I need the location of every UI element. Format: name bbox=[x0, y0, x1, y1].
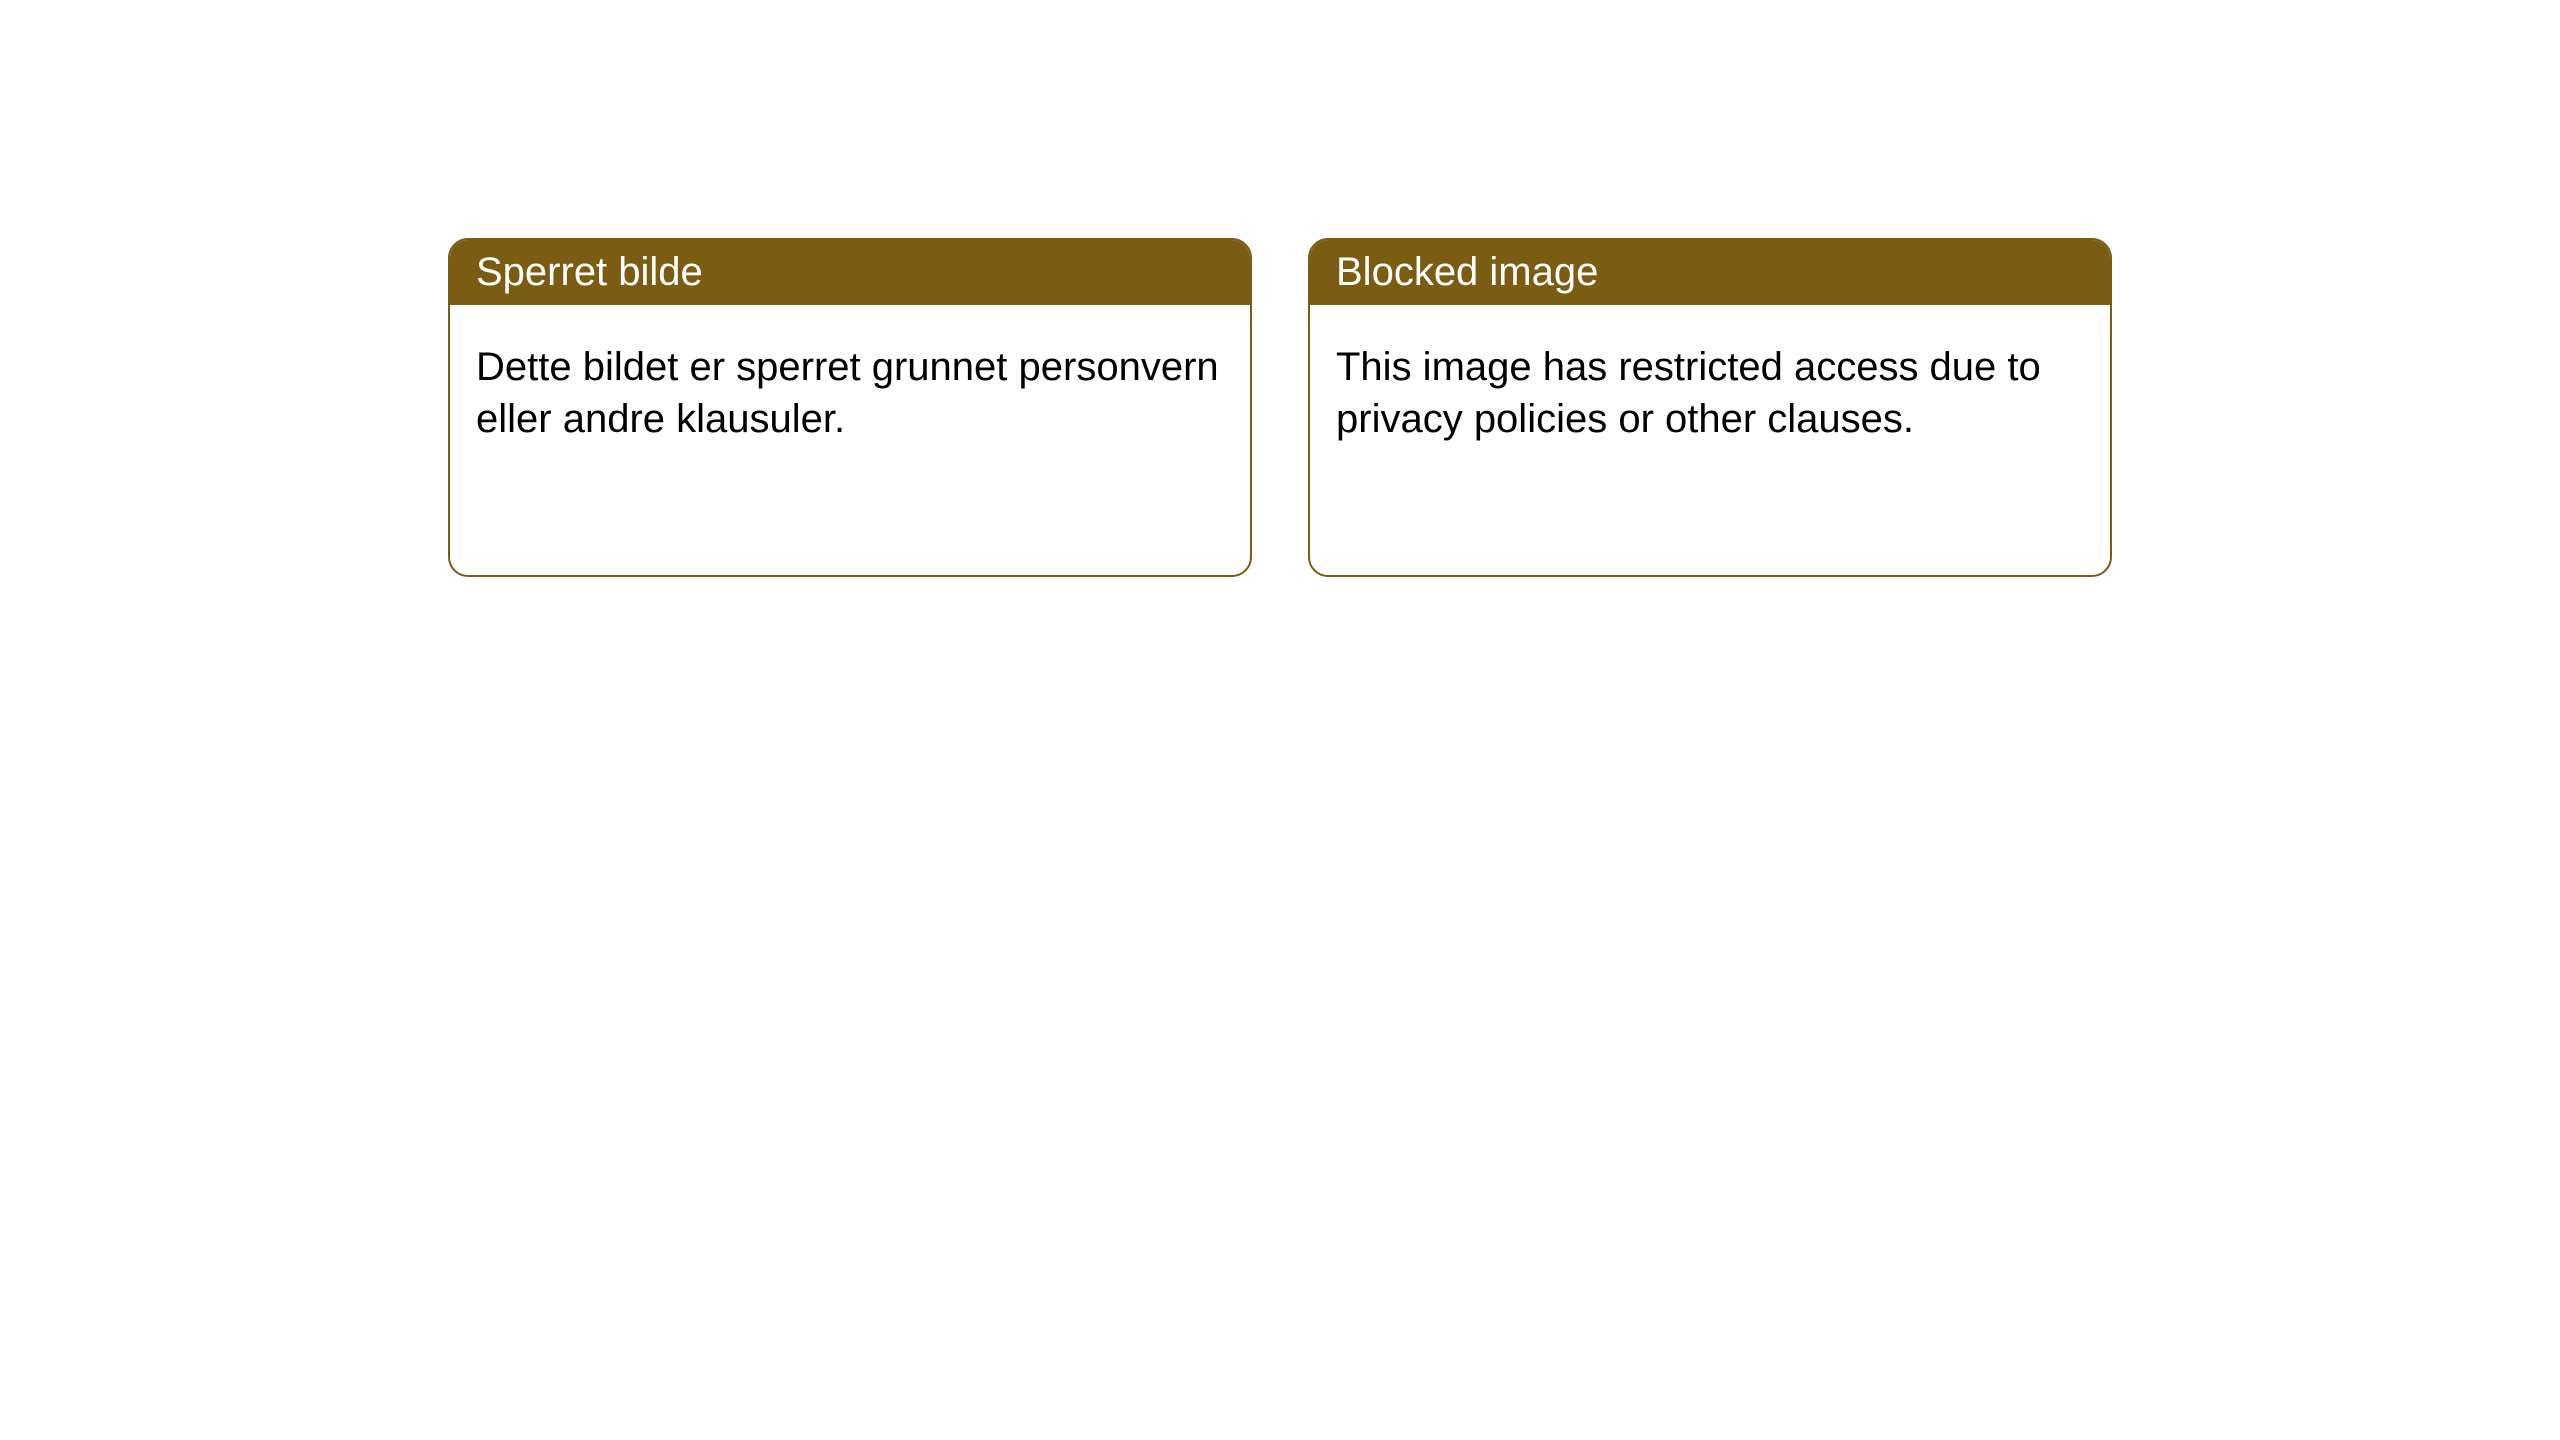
card-header: Sperret bilde bbox=[450, 240, 1250, 305]
card-body-text: Dette bildet er sperret grunnet personve… bbox=[476, 345, 1219, 441]
card-body: This image has restricted access due to … bbox=[1310, 305, 2110, 575]
card-title: Blocked image bbox=[1336, 250, 1598, 294]
notice-card-container: Sperret bilde Dette bildet er sperret gr… bbox=[448, 238, 2112, 577]
card-body: Dette bildet er sperret grunnet personve… bbox=[450, 305, 1250, 575]
notice-card-no: Sperret bilde Dette bildet er sperret gr… bbox=[448, 238, 1252, 577]
card-body-text: This image has restricted access due to … bbox=[1336, 345, 2041, 441]
card-header: Blocked image bbox=[1310, 240, 2110, 305]
notice-card-en: Blocked image This image has restricted … bbox=[1308, 238, 2112, 577]
card-title: Sperret bilde bbox=[476, 250, 703, 294]
